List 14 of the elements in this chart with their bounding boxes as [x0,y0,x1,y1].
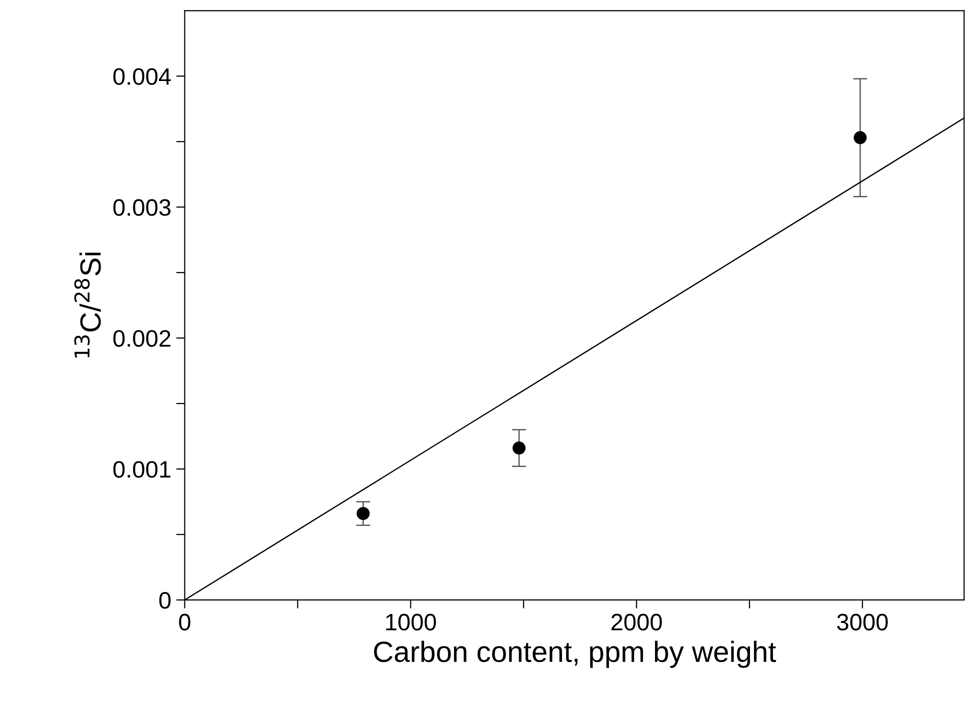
x-tick-label: 1000 [386,614,436,630]
y-axis-title: $^{13}$C/$^{28}$Si [74,252,101,358]
y-tick-label: 0.003 [113,199,170,216]
y-tick-label: 0 [159,592,171,609]
point [356,507,370,520]
x-tick-label: 2000 [611,614,662,630]
point [854,131,867,144]
y-tick-label: 0.001 [113,461,170,478]
x-tick-label: 0 [179,614,190,630]
x-axis-title: Carbon content, ppm by weight [374,640,776,668]
point [512,442,526,455]
x-tick-label: 3000 [837,614,888,630]
y-tick-label: 0.004 [113,68,171,85]
y-tick-label: 0.002 [113,330,170,347]
